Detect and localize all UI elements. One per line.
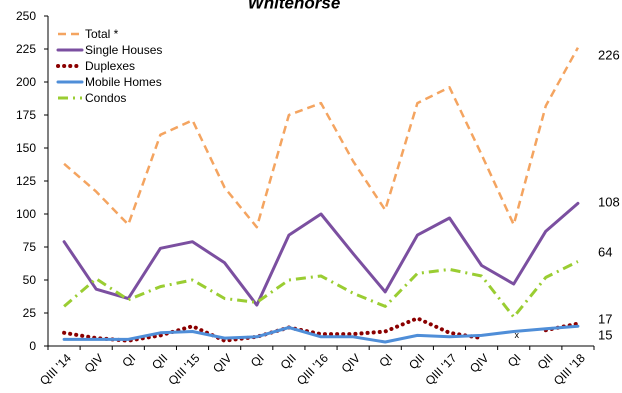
x-tick-label: QIV — [82, 351, 107, 376]
legend-label: Total * — [85, 27, 119, 41]
x-tick-label: QI — [376, 351, 395, 370]
y-tick-label: 175 — [16, 108, 36, 122]
x-tick-label: QIV — [210, 351, 235, 376]
y-tick-label: 100 — [16, 207, 36, 221]
x-tick-label: QIII '15 — [165, 351, 202, 388]
y-tick-label: 225 — [16, 42, 36, 56]
x-tick-label: QIV — [339, 351, 364, 376]
x-tick-label: QIII '14 — [37, 351, 74, 388]
legend-label: Condos — [85, 91, 126, 105]
y-axis-ticks: 0 25 50 75 100 125 150 175 200 225 250 — [16, 9, 48, 353]
series-line-mobile-homes — [62, 324, 580, 344]
x-tick-label: QII — [406, 351, 427, 372]
end-value-label: 64 — [598, 245, 612, 260]
y-tick-label: 50 — [23, 273, 37, 287]
y-tick-label: 25 — [23, 306, 37, 320]
end-value-label: 108 — [598, 195, 620, 210]
legend-label: Duplexes — [85, 59, 135, 73]
legend: Total * Single Houses Duplexes Mobile Homes… — [56, 27, 162, 105]
annotation-marker: x — [514, 330, 519, 340]
x-tick-label: QIV — [467, 351, 492, 376]
series-line-condos — [63, 260, 579, 319]
y-tick-label: 0 — [29, 339, 36, 353]
annotations: x — [514, 330, 519, 340]
y-tick-label: 75 — [23, 240, 37, 254]
series-line-single-houses — [62, 201, 580, 307]
legend-label: Mobile Homes — [85, 75, 162, 89]
x-tick-label: QI — [248, 351, 267, 370]
legend-label: Single Houses — [85, 43, 162, 57]
end-value-label: 17 — [598, 312, 612, 327]
y-tick-label: 200 — [16, 75, 36, 89]
series-line-total — [63, 47, 579, 229]
x-tick-label: QIII '16 — [294, 351, 331, 388]
x-tick-label: QIII '18 — [551, 351, 588, 388]
chart-title: Whitehorse — [248, 0, 341, 13]
x-tick-label: QI — [505, 351, 524, 370]
x-tick-label: QI — [119, 351, 138, 370]
y-tick-label: 125 — [16, 174, 36, 188]
x-tick-label: QIII '17 — [422, 351, 459, 388]
x-tick-label: QII — [149, 351, 170, 372]
x-tick-label: QII — [278, 351, 299, 372]
x-tick-label: QII — [535, 351, 556, 372]
end-value-label: 226 — [598, 48, 620, 63]
y-tick-label: 250 — [16, 9, 36, 23]
y-tick-label: 150 — [16, 141, 36, 155]
end-value-label: 15 — [598, 328, 612, 343]
series-lines — [62, 47, 580, 344]
